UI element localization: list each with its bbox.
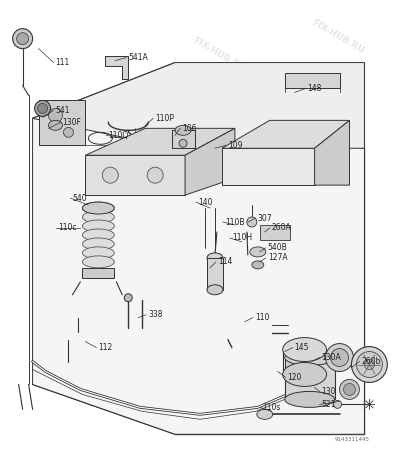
Ellipse shape (207, 285, 223, 295)
Text: FIX-HUB.RU: FIX-HUB.RU (290, 260, 346, 297)
Text: FIX-HUB.RU: FIX-HUB.RU (310, 18, 366, 55)
Text: 110: 110 (255, 313, 269, 322)
Polygon shape (260, 225, 290, 240)
Text: 110B: 110B (225, 217, 244, 226)
Text: 110Q: 110Q (108, 131, 129, 140)
Text: FIX-HUB.RU: FIX-HUB.RU (191, 36, 247, 73)
Polygon shape (172, 130, 195, 148)
Ellipse shape (285, 350, 335, 365)
Text: 541A: 541A (128, 53, 148, 62)
Polygon shape (185, 128, 235, 195)
Text: 110s: 110s (262, 403, 280, 412)
Polygon shape (105, 56, 128, 78)
Ellipse shape (331, 349, 349, 366)
Text: 148: 148 (308, 84, 322, 93)
Polygon shape (222, 148, 314, 185)
Text: 114: 114 (218, 257, 232, 266)
Text: FIX-HUB.RU: FIX-HUB.RU (270, 94, 326, 131)
Ellipse shape (13, 29, 33, 49)
Text: 140: 140 (198, 198, 213, 207)
Text: 130A: 130A (322, 353, 341, 362)
Ellipse shape (82, 220, 114, 232)
Ellipse shape (283, 363, 326, 387)
Text: FIX-HUB.RU: FIX-HUB.RU (72, 229, 128, 266)
Ellipse shape (63, 127, 74, 137)
Polygon shape (86, 128, 235, 155)
Ellipse shape (179, 140, 187, 147)
Ellipse shape (334, 400, 341, 408)
Polygon shape (285, 358, 335, 400)
Polygon shape (33, 118, 365, 434)
Ellipse shape (147, 167, 163, 183)
Text: FIX-HUB.RU: FIX-HUB.RU (231, 332, 286, 369)
Text: 541: 541 (55, 106, 70, 115)
Ellipse shape (35, 100, 51, 117)
Ellipse shape (175, 126, 191, 135)
Ellipse shape (82, 202, 114, 214)
Text: FIX-HUB.RU: FIX-HUB.RU (191, 260, 247, 297)
Ellipse shape (37, 104, 47, 113)
Text: 112: 112 (98, 343, 113, 352)
Text: 260b: 260b (361, 357, 381, 366)
Ellipse shape (49, 108, 62, 122)
Ellipse shape (283, 338, 326, 361)
Ellipse shape (82, 211, 114, 223)
Polygon shape (222, 120, 349, 148)
Ellipse shape (49, 120, 62, 130)
Ellipse shape (252, 261, 264, 269)
Ellipse shape (82, 202, 114, 214)
Ellipse shape (250, 247, 266, 257)
Text: 120: 120 (288, 373, 302, 382)
Ellipse shape (257, 410, 273, 419)
Text: 109: 109 (228, 141, 242, 150)
Text: 540: 540 (72, 194, 87, 202)
Polygon shape (86, 155, 185, 195)
Text: 145: 145 (295, 343, 309, 352)
Text: 521: 521 (322, 400, 336, 409)
Ellipse shape (339, 379, 359, 400)
Ellipse shape (357, 351, 382, 378)
Text: 111: 111 (55, 58, 70, 67)
Text: 110P: 110P (155, 114, 174, 123)
Ellipse shape (351, 346, 387, 382)
Polygon shape (207, 258, 223, 290)
Text: 338: 338 (148, 310, 163, 319)
Text: FIX-HUB.RU: FIX-HUB.RU (112, 332, 167, 369)
Text: 130F: 130F (62, 118, 81, 127)
Text: 307: 307 (258, 213, 272, 222)
Polygon shape (314, 120, 349, 185)
Text: FIX-HUB.RU: FIX-HUB.RU (211, 184, 266, 221)
Ellipse shape (102, 167, 118, 183)
Ellipse shape (82, 229, 114, 241)
Text: 9143311445: 9143311445 (334, 437, 369, 442)
Ellipse shape (82, 256, 114, 268)
Polygon shape (285, 72, 339, 89)
Text: 127A: 127A (268, 253, 287, 262)
Ellipse shape (365, 360, 375, 369)
Text: FIX-HUB.RU: FIX-HUB.RU (112, 117, 167, 154)
Ellipse shape (17, 33, 29, 45)
Polygon shape (82, 268, 114, 278)
Polygon shape (33, 63, 365, 148)
Polygon shape (39, 100, 86, 145)
Ellipse shape (82, 238, 114, 250)
Text: 110H: 110H (232, 234, 252, 243)
Ellipse shape (82, 247, 114, 259)
Text: 110c: 110c (59, 224, 77, 233)
Text: 130: 130 (322, 387, 336, 396)
Ellipse shape (326, 344, 353, 372)
Text: 260A: 260A (272, 224, 291, 233)
Ellipse shape (247, 217, 257, 227)
Ellipse shape (124, 294, 132, 302)
Text: 540B: 540B (268, 243, 287, 252)
Text: 106: 106 (182, 124, 197, 133)
Ellipse shape (343, 383, 355, 396)
Ellipse shape (285, 392, 335, 407)
Ellipse shape (207, 253, 223, 263)
